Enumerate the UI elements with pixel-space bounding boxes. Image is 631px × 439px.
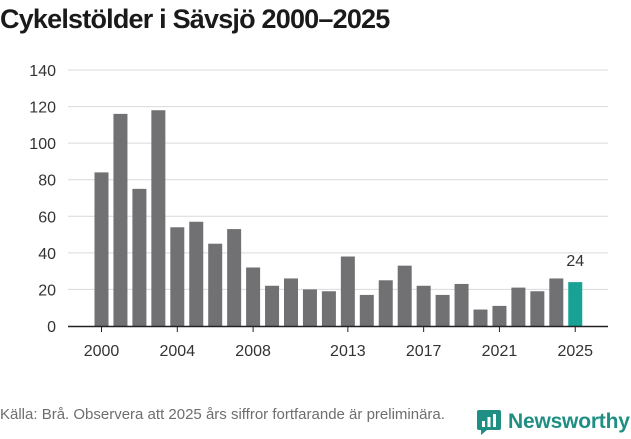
x-tick-label: 2013 (330, 343, 366, 360)
y-tick-label: 0 (47, 319, 56, 336)
brand-logo: Newsworthy (476, 408, 630, 436)
data-label-2025: 24 (566, 253, 584, 270)
bar-2018 (435, 294, 450, 326)
bar-2023 (530, 291, 545, 326)
bar-2002 (132, 188, 147, 326)
y-tick-label: 20 (38, 282, 56, 299)
x-axis-ticks: 2000 2004 2008 2013 2017 2021 2025 (84, 326, 593, 360)
y-tick-label: 80 (38, 173, 56, 190)
x-tick-label: 2008 (235, 343, 271, 360)
y-tick-label: 140 (29, 63, 56, 80)
y-tick-label: 40 (38, 246, 56, 263)
x-tick-label: 2017 (406, 343, 442, 360)
x-tick-label: 2025 (557, 343, 593, 360)
chart-title: Cykelstölder i Sävsjö 2000–2025 (0, 4, 390, 34)
y-axis-ticks: 0 20 40 60 80 100 120 140 (29, 63, 56, 336)
bar-2024 (549, 278, 564, 326)
bars (94, 110, 583, 326)
bar-2000 (94, 172, 109, 326)
bar-2016 (397, 265, 412, 326)
bar-2010 (284, 278, 298, 326)
bar-2011 (302, 289, 317, 326)
bar-2021 (492, 305, 507, 326)
bar-2009 (265, 285, 280, 326)
grid-lines (68, 69, 608, 290)
bar-2013 (340, 256, 355, 326)
x-tick-label: 2004 (160, 343, 196, 360)
data-labels: 24 (566, 253, 584, 270)
x-tick-label: 2000 (84, 343, 120, 360)
y-tick-label: 120 (29, 100, 56, 117)
bar-2025 (568, 282, 583, 326)
x-tick-label: 2021 (482, 343, 518, 360)
brand-name: Newsworthy (508, 410, 630, 433)
bar-2007 (227, 229, 242, 326)
bar-2008 (246, 267, 261, 326)
bar-2006 (208, 243, 223, 326)
source-note: Källa: Brå. Observera att 2025 års siffr… (0, 406, 445, 423)
bar-2022 (511, 287, 526, 326)
bar-2017 (416, 285, 431, 326)
y-tick-label: 100 (29, 136, 56, 153)
bar-2019 (454, 283, 469, 326)
bar-2015 (378, 280, 393, 326)
bar-2003 (151, 110, 166, 326)
newsworthy-logo-icon (477, 410, 501, 435)
bar-2012 (321, 291, 336, 326)
y-tick-label: 60 (38, 209, 56, 226)
bar-2005 (189, 221, 204, 326)
bar-2004 (170, 227, 185, 326)
bar-2014 (359, 294, 374, 326)
bar-2020 (473, 309, 488, 326)
bar-2001 (113, 113, 128, 326)
